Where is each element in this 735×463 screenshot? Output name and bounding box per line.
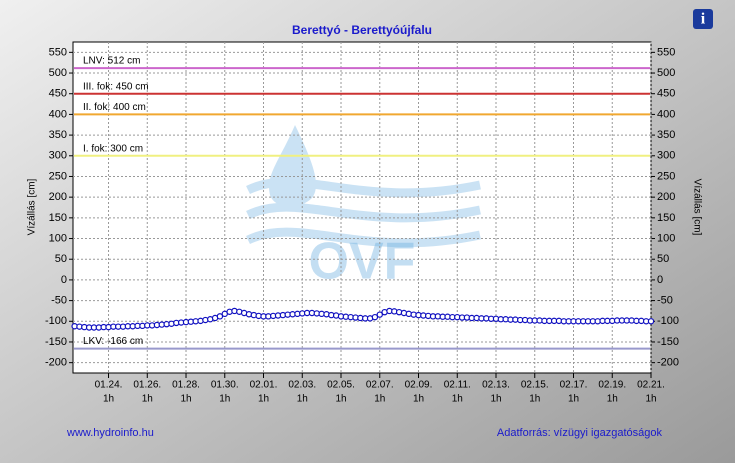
y2-tick-label: 0: [657, 274, 663, 286]
x-tick-hour: 1h: [258, 394, 269, 405]
y-tick-label: 550: [49, 46, 67, 58]
x-tick-hour: 1h: [607, 394, 618, 405]
watermark-logo: [246, 125, 481, 248]
footer-source: Adatforrás: vízügyi igazgatóságok: [497, 427, 663, 439]
data-point: [647, 318, 655, 325]
y2-tick-label: -200: [657, 357, 679, 369]
footer-link[interactable]: www.hydroinfo.hu: [66, 427, 154, 439]
x-tick-hour: 1h: [413, 394, 424, 405]
x-tick-label: 02.01.: [250, 380, 278, 391]
y-tick-label: -100: [45, 315, 67, 327]
y-tick-label: 250: [49, 170, 67, 182]
reference-label: LKV: -166 cm: [83, 336, 143, 347]
y2-tick-label: 50: [657, 253, 669, 265]
x-tick-hour: 1h: [529, 394, 540, 405]
y2-tick-label: 300: [657, 150, 675, 162]
x-tick-label: 02.03.: [288, 380, 316, 391]
y-tick-label: 400: [49, 108, 67, 120]
reference-label: I. fok: 300 cm: [83, 143, 143, 154]
x-tick-label: 02.21.: [637, 380, 665, 391]
data-point: [216, 313, 224, 320]
x-tick-hour: 1h: [452, 394, 463, 405]
x-tick-label: 02.17.: [560, 380, 588, 391]
x-tick-label: 01.24.: [95, 380, 123, 391]
y2-tick-label: 250: [657, 170, 675, 182]
x-tick-hour: 1h: [103, 394, 114, 405]
y-tick-label: 450: [49, 88, 67, 100]
x-tick-hour: 1h: [374, 394, 385, 405]
y2-tick-label: 400: [657, 108, 675, 120]
x-tick-label: 02.09.: [405, 380, 433, 391]
x-tick-label: 02.13.: [482, 380, 510, 391]
y2-tick-label: 100: [657, 232, 675, 244]
data-point: [376, 311, 383, 318]
y-tick-label: 0: [61, 274, 67, 286]
y2-axis-label: Vízállás [cm]: [691, 179, 702, 236]
y2-tick-label: 500: [657, 67, 675, 79]
y-tick-label: 150: [49, 212, 67, 224]
y2-tick-label: -150: [657, 336, 679, 348]
watermark-text: OVF: [309, 233, 416, 291]
y-tick-label: -150: [45, 336, 67, 348]
y-tick-label: 100: [49, 232, 67, 244]
x-tick-label: 01.30.: [211, 380, 239, 391]
x-tick-hour: 1h: [297, 394, 308, 405]
x-tick-label: 02.11.: [444, 380, 471, 391]
x-tick-label: 01.28.: [172, 380, 200, 391]
x-tick-hour: 1h: [645, 394, 656, 405]
y-tick-label: 300: [49, 150, 67, 162]
y-tick-label: -200: [45, 357, 67, 369]
x-tick-label: 01.26.: [133, 380, 161, 391]
x-tick-label: 02.15.: [521, 380, 549, 391]
y-tick-label: 50: [55, 253, 67, 265]
y-tick-label: 500: [49, 67, 67, 79]
y2-tick-label: 200: [657, 191, 675, 203]
y2-tick-label: 150: [657, 212, 675, 224]
y2-tick-label: 450: [657, 88, 675, 100]
y-tick-label: 200: [49, 191, 67, 203]
x-tick-hour: 1h: [180, 394, 191, 405]
x-tick-label: 02.07.: [366, 380, 394, 391]
y-tick-label: -50: [51, 295, 67, 307]
info-icon[interactable]: i: [701, 11, 706, 28]
y2-tick-label: 550: [657, 46, 675, 58]
y2-tick-label: 350: [657, 129, 675, 141]
x-tick-hour: 1h: [219, 394, 230, 405]
x-tick-hour: 1h: [335, 394, 346, 405]
y2-tick-label: -50: [657, 295, 673, 307]
x-tick-label: 02.19.: [598, 380, 626, 391]
chart-title: Berettyó - Berettyóújfalu: [292, 23, 432, 37]
x-tick-hour: 1h: [490, 394, 501, 405]
reference-label: III. fok: 450 cm: [83, 81, 149, 92]
x-tick-label: 02.05.: [327, 380, 355, 391]
y2-tick-label: -100: [657, 315, 679, 327]
reference-label: LNV: 512 cm: [83, 56, 140, 67]
info-button[interactable]: [693, 9, 713, 29]
y-axis-label: Vízállás [cm]: [27, 178, 38, 235]
data-point: [371, 313, 379, 321]
x-tick-hour: 1h: [568, 394, 579, 405]
reference-label: II. fok: 400 cm: [83, 102, 146, 113]
x-tick-hour: 1h: [142, 394, 153, 405]
y-tick-label: 350: [49, 129, 67, 141]
